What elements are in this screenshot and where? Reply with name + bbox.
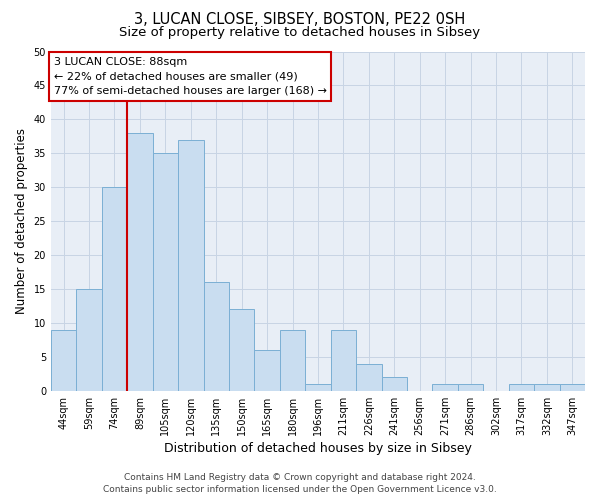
- Bar: [356, 364, 382, 391]
- Bar: [382, 377, 407, 391]
- Text: 3, LUCAN CLOSE, SIBSEY, BOSTON, PE22 0SH: 3, LUCAN CLOSE, SIBSEY, BOSTON, PE22 0SH: [134, 12, 466, 28]
- Bar: [509, 384, 534, 391]
- Bar: [331, 330, 356, 391]
- Bar: [178, 140, 203, 391]
- Y-axis label: Number of detached properties: Number of detached properties: [15, 128, 28, 314]
- Text: Size of property relative to detached houses in Sibsey: Size of property relative to detached ho…: [119, 26, 481, 39]
- Bar: [127, 133, 152, 391]
- Bar: [102, 187, 127, 391]
- Bar: [254, 350, 280, 391]
- Bar: [534, 384, 560, 391]
- X-axis label: Distribution of detached houses by size in Sibsey: Distribution of detached houses by size …: [164, 442, 472, 455]
- Bar: [305, 384, 331, 391]
- Text: 3 LUCAN CLOSE: 88sqm
← 22% of detached houses are smaller (49)
77% of semi-detac: 3 LUCAN CLOSE: 88sqm ← 22% of detached h…: [53, 56, 326, 96]
- Bar: [458, 384, 483, 391]
- Bar: [560, 384, 585, 391]
- Bar: [433, 384, 458, 391]
- Bar: [280, 330, 305, 391]
- Text: Contains HM Land Registry data © Crown copyright and database right 2024.
Contai: Contains HM Land Registry data © Crown c…: [103, 472, 497, 494]
- Bar: [51, 330, 76, 391]
- Bar: [203, 282, 229, 391]
- Bar: [76, 289, 102, 391]
- Bar: [152, 154, 178, 391]
- Bar: [229, 310, 254, 391]
